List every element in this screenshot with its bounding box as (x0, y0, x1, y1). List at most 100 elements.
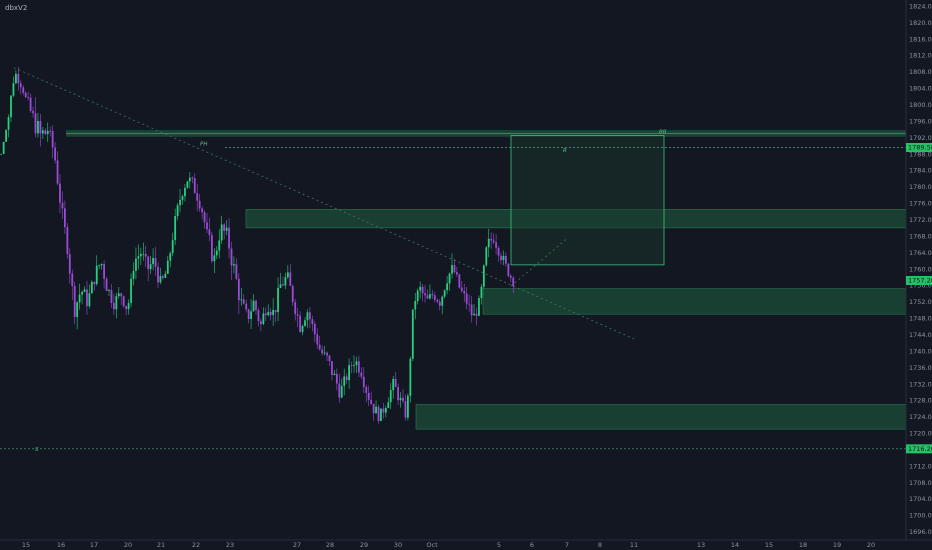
candle-body (419, 286, 422, 291)
candle-body (326, 352, 328, 356)
price-tag-bg (906, 275, 932, 285)
candle-body (485, 247, 488, 266)
candle-body (411, 309, 414, 359)
candle-body (362, 376, 365, 388)
candle-body (157, 266, 159, 283)
candle-body (495, 242, 497, 248)
candle-body (431, 294, 434, 296)
time-tick-label: 28 (326, 541, 334, 549)
time-tick-label: 6 (530, 541, 534, 549)
candle-body (17, 73, 20, 84)
candle-body (206, 222, 208, 230)
price-tick-label: 1744.00 (909, 331, 932, 339)
candle-body (139, 253, 142, 257)
candle-body (451, 265, 453, 274)
trendline-layer[interactable] (13, 67, 635, 340)
candle-body (245, 303, 248, 310)
candle-body (81, 291, 83, 295)
price-tick-label: 1764.00 (909, 249, 932, 257)
time-tick-label: 19 (833, 541, 841, 549)
candle-body (5, 129, 7, 142)
candle-body (181, 196, 184, 200)
candle-body (174, 216, 177, 241)
price-tag-label: 1757.20 (908, 277, 932, 285)
candle-body (500, 255, 502, 261)
price-axis[interactable]: 1824.00 1820.00 1816.00 1812.00 1808.00 1804.… (909, 2, 932, 536)
price-tick-label: 1740.00 (909, 347, 932, 355)
candle-body (365, 387, 368, 393)
candle-body (407, 395, 409, 418)
candle-body (512, 277, 515, 287)
candle-body (392, 378, 395, 391)
candle-body (286, 272, 289, 278)
candle-body (46, 130, 49, 135)
candle-body (201, 208, 203, 213)
candle-body (507, 263, 510, 276)
time-tick-label: 16 (57, 541, 65, 549)
candle-body (433, 295, 436, 300)
candle-body (311, 319, 314, 324)
candle-body (375, 406, 377, 414)
demand-zone-mid[interactable] (482, 288, 907, 315)
candle-body (502, 255, 505, 261)
candle-body (171, 240, 174, 254)
candle-body (98, 265, 101, 266)
candle-body (441, 296, 444, 306)
candle-body (387, 402, 390, 408)
candle-body (184, 187, 186, 197)
candle-body (191, 177, 194, 179)
candle-body (147, 256, 150, 270)
candle-body (458, 274, 461, 288)
price-tick-label: 1696.00 (909, 528, 932, 536)
candle-body (110, 290, 113, 304)
candle-body (438, 301, 441, 306)
price-tag-bg (906, 143, 932, 153)
price-tick-label: 1736.00 (909, 364, 932, 372)
candle-body (465, 293, 468, 304)
candle-body (132, 270, 135, 279)
candle-body (355, 361, 358, 366)
candle-body (260, 321, 262, 325)
target-box-layer[interactable] (510, 135, 665, 266)
time-tick-label: 29 (360, 541, 368, 549)
candle-body (284, 277, 287, 286)
candle-body (113, 303, 115, 310)
candle-body (340, 386, 343, 398)
candle-body (456, 272, 458, 275)
candle-body (34, 113, 37, 134)
candle-body (353, 365, 355, 366)
candle-body (294, 302, 297, 315)
candle-body (478, 298, 480, 316)
demand-zone-low[interactable] (415, 404, 907, 430)
candle-body (159, 276, 162, 283)
price-tick-label: 1804.00 (909, 85, 932, 93)
time-tick-label: 11 (630, 541, 638, 549)
candle-body (108, 290, 110, 291)
candle-body (64, 208, 66, 228)
price-tick-label: 1780.00 (909, 183, 932, 191)
candle-body (235, 264, 238, 279)
price-tick-label: 1768.00 (909, 232, 932, 240)
candle-body (196, 193, 199, 201)
target-box[interactable] (510, 135, 665, 266)
price-tick-label: 1816.00 (909, 35, 932, 43)
candle-body (321, 349, 324, 354)
candle-body (505, 255, 507, 264)
candle-body (10, 95, 12, 118)
candle-body (86, 289, 88, 307)
candle-body (166, 260, 169, 274)
price-tick-label: 1784.00 (909, 167, 932, 175)
candle-body (15, 73, 17, 84)
time-axis[interactable]: 15 16 17 20 21 22 23 27 28 29 30 Oct 5 6 7 8 11 13 14 15 18 1… (22, 541, 875, 549)
candle-body (213, 255, 216, 262)
projection-line[interactable] (510, 239, 567, 287)
candle-body (220, 224, 223, 241)
price-tick-label: 1796.00 (909, 117, 932, 125)
candle-body (345, 376, 348, 381)
candle-body (389, 390, 392, 403)
price-tick-label: 1776.00 (909, 200, 932, 208)
time-tick-label: 8 (598, 541, 602, 549)
candle-body (154, 257, 157, 267)
